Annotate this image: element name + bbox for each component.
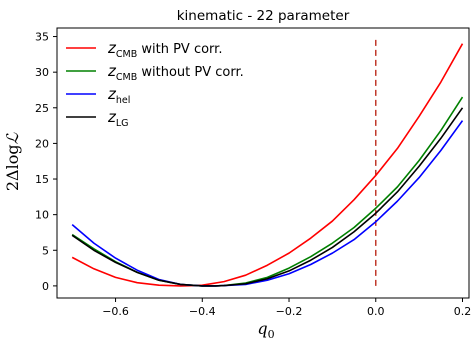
y-axis-label-prefix: 2Δlog <box>3 144 22 191</box>
x-tick-label: −0.4 <box>189 305 216 318</box>
x-axis-label: q0 <box>257 319 274 340</box>
legend-label-suffix: with PV corr. <box>137 42 222 57</box>
legend-label-sub: CMB <box>116 49 137 60</box>
y-axis-label-symbol: ℒ <box>3 132 22 144</box>
legend-label-base: z <box>107 85 117 103</box>
legend-label-sub: LG <box>116 118 129 129</box>
legend: zCMB with PV corr.zCMB without PV corr.z… <box>66 39 244 129</box>
legend-label-sub: CMB <box>116 72 137 83</box>
legend-label-1: zCMB without PV corr. <box>107 62 244 83</box>
y-axis-label: 2Δlogℒ <box>3 132 22 191</box>
legend-label-base: z <box>107 39 117 57</box>
y-tick-label: 35 <box>35 31 49 44</box>
plot-area <box>71 37 464 287</box>
series-line-2 <box>71 120 464 287</box>
y-tick-label: 20 <box>35 137 49 150</box>
chart-title: kinematic - 22 parameter <box>177 8 350 24</box>
y-tick-label: 10 <box>35 209 49 222</box>
x-tick-label: −0.6 <box>102 305 129 318</box>
x-tick-label: 0.2 <box>454 305 471 318</box>
legend-label-0: zCMB with PV corr. <box>107 39 222 60</box>
legend-label-base: z <box>107 62 117 80</box>
y-tick-label: 5 <box>42 244 49 257</box>
series-line-1 <box>71 96 464 287</box>
legend-label-suffix: without PV corr. <box>137 65 244 80</box>
plot-frame <box>56 27 470 299</box>
x-tick-label: −0.2 <box>276 305 303 318</box>
series-line-3 <box>71 107 464 287</box>
series-line-0 <box>71 43 464 287</box>
y-tick-label: 25 <box>35 102 49 115</box>
y-tick-label: 30 <box>35 66 49 79</box>
legend-label-3: zLG <box>107 108 129 129</box>
axis-ticks: −0.6 −0.4 −0.2 0.0 0.2 0 5 10 15 20 25 30 35 <box>35 31 471 318</box>
y-tick-label: 15 <box>35 173 49 186</box>
legend-label-2: zhel <box>107 85 130 106</box>
x-axis-label-sub: 0 <box>268 328 275 340</box>
legend-label-sub: hel <box>116 95 131 106</box>
y-tick-label: 0 <box>42 280 49 293</box>
legend-label-base: z <box>107 108 117 126</box>
x-axis-label-base: q <box>257 319 267 338</box>
x-tick-label: 0.0 <box>367 305 385 318</box>
